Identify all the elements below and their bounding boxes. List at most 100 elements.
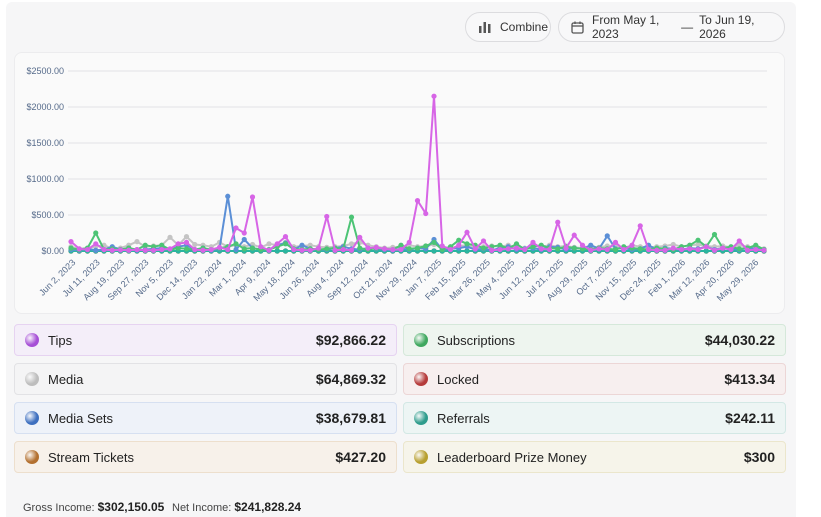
data-point-tips xyxy=(175,241,181,247)
category-card-media-sets[interactable]: Media Sets $38,679.81 xyxy=(14,402,397,434)
category-value: $413.34 xyxy=(724,371,775,387)
data-point-tips xyxy=(588,247,594,253)
category-label: Locked xyxy=(437,371,479,387)
data-point-tips xyxy=(728,246,734,253)
category-value: $92,866.22 xyxy=(315,332,386,348)
data-point-tips xyxy=(637,223,643,229)
gross-income: Gross Income: $302,150.05 xyxy=(23,500,164,514)
data-point-tips xyxy=(579,242,586,248)
data-point-tips xyxy=(414,198,421,204)
data-point-tips xyxy=(670,245,676,251)
category-card-referrals[interactable]: Referrals $242.11 xyxy=(403,402,786,434)
data-point-media-sets xyxy=(93,247,99,253)
data-point-tips xyxy=(662,247,668,253)
data-point-subscriptions xyxy=(439,246,445,253)
data-point-media-sets xyxy=(588,242,594,248)
category-card-leaderboard-prize-money[interactable]: Leaderboard Prize Money $300 xyxy=(403,441,786,473)
data-point-tips xyxy=(571,232,577,238)
data-point-subscriptions xyxy=(423,243,429,249)
data-point-subscriptions xyxy=(68,245,74,251)
net-income-label: Net Income: xyxy=(172,502,232,514)
data-point-referrals xyxy=(464,248,470,254)
data-point-media-sets xyxy=(233,246,239,253)
data-point-media xyxy=(736,242,742,248)
data-point-media-sets xyxy=(299,242,305,248)
data-point-tips xyxy=(84,246,91,253)
data-point-tips xyxy=(720,245,726,251)
data-point-tips xyxy=(233,225,239,231)
data-point-tips xyxy=(258,244,264,250)
data-point-subscriptions xyxy=(637,246,643,252)
data-point-subscriptions xyxy=(348,214,355,220)
data-point-tips xyxy=(332,247,338,253)
combine-button[interactable]: Combine xyxy=(465,12,551,42)
data-point-media xyxy=(192,241,198,248)
data-point-tips xyxy=(736,238,742,244)
category-color-dot xyxy=(414,333,428,347)
data-point-tips xyxy=(101,246,107,253)
category-color-dot xyxy=(25,372,39,386)
data-point-tips xyxy=(142,247,148,253)
chart-container: $0.00 $500.00 $1000.00 $1500.00 $2000.00 $250… xyxy=(14,52,785,314)
data-point-tips xyxy=(456,242,462,248)
data-point-tips xyxy=(266,247,272,253)
data-point-media xyxy=(167,234,173,240)
data-point-referrals xyxy=(431,248,437,254)
data-point-subscriptions xyxy=(142,242,148,248)
y-tick-label: $500.00 xyxy=(31,210,64,220)
y-tick-label: $2500.00 xyxy=(26,66,64,76)
date-range-picker[interactable]: From May 1, 2023 — To Jun 19, 2026 xyxy=(558,12,785,42)
data-point-tips xyxy=(109,247,115,253)
category-card-tips[interactable]: Tips $92,866.22 xyxy=(14,324,397,356)
y-tick-label: $1500.00 xyxy=(26,138,64,148)
data-point-subscriptions xyxy=(183,246,190,252)
data-point-tips xyxy=(299,247,305,253)
category-label: Stream Tickets xyxy=(48,449,134,465)
data-point-tips xyxy=(398,246,404,253)
data-point-tips xyxy=(711,247,718,253)
data-point-subscriptions xyxy=(93,230,99,236)
data-point-tips xyxy=(522,246,528,253)
category-color-dot xyxy=(25,333,39,347)
category-color-dot xyxy=(25,450,39,464)
data-point-tips xyxy=(555,219,561,225)
data-point-tips xyxy=(464,229,470,235)
data-point-tips xyxy=(167,246,173,252)
data-point-subscriptions xyxy=(431,239,437,245)
data-point-subscriptions xyxy=(233,241,239,247)
data-point-subscriptions xyxy=(513,241,520,247)
data-point-subscriptions xyxy=(753,242,759,248)
data-point-media-sets xyxy=(225,193,231,199)
data-point-tips xyxy=(381,246,388,252)
category-label: Media xyxy=(48,371,84,387)
data-point-media xyxy=(183,234,190,240)
data-point-tips xyxy=(126,247,132,253)
data-point-tips xyxy=(612,239,619,245)
category-value: $300 xyxy=(743,449,775,465)
net-income-value: $241,828.24 xyxy=(234,500,302,514)
category-label: Tips xyxy=(48,332,73,348)
category-label: Media Sets xyxy=(48,410,114,426)
data-point-subscriptions xyxy=(695,237,701,243)
data-point-tips xyxy=(208,246,214,253)
data-point-subscriptions xyxy=(530,244,536,250)
category-card-media[interactable]: Media $64,869.32 xyxy=(14,363,397,395)
data-point-tips xyxy=(604,246,610,253)
category-value: $64,869.32 xyxy=(315,371,386,387)
category-card-locked[interactable]: Locked $413.34 xyxy=(403,363,786,395)
data-point-referrals xyxy=(703,248,709,254)
category-card-stream-tickets[interactable]: Stream Tickets $427.20 xyxy=(14,441,397,473)
data-point-tips xyxy=(373,244,379,250)
data-point-tips xyxy=(68,239,74,245)
data-point-tips xyxy=(390,246,396,253)
data-point-tips xyxy=(497,246,503,253)
category-card-subscriptions[interactable]: Subscriptions $44,030.22 xyxy=(403,324,786,356)
data-point-media-sets xyxy=(604,233,610,239)
data-point-tips xyxy=(678,246,685,253)
income-line-chart: $0.00 $500.00 $1000.00 $1500.00 $2000.00 $250… xyxy=(26,66,767,303)
data-point-tips xyxy=(744,247,751,253)
date-from-label: From May 1, 2023 xyxy=(592,13,660,41)
data-point-tips xyxy=(489,247,495,253)
data-point-tips xyxy=(505,246,511,252)
gross-income-value: $302,150.05 xyxy=(97,500,165,514)
